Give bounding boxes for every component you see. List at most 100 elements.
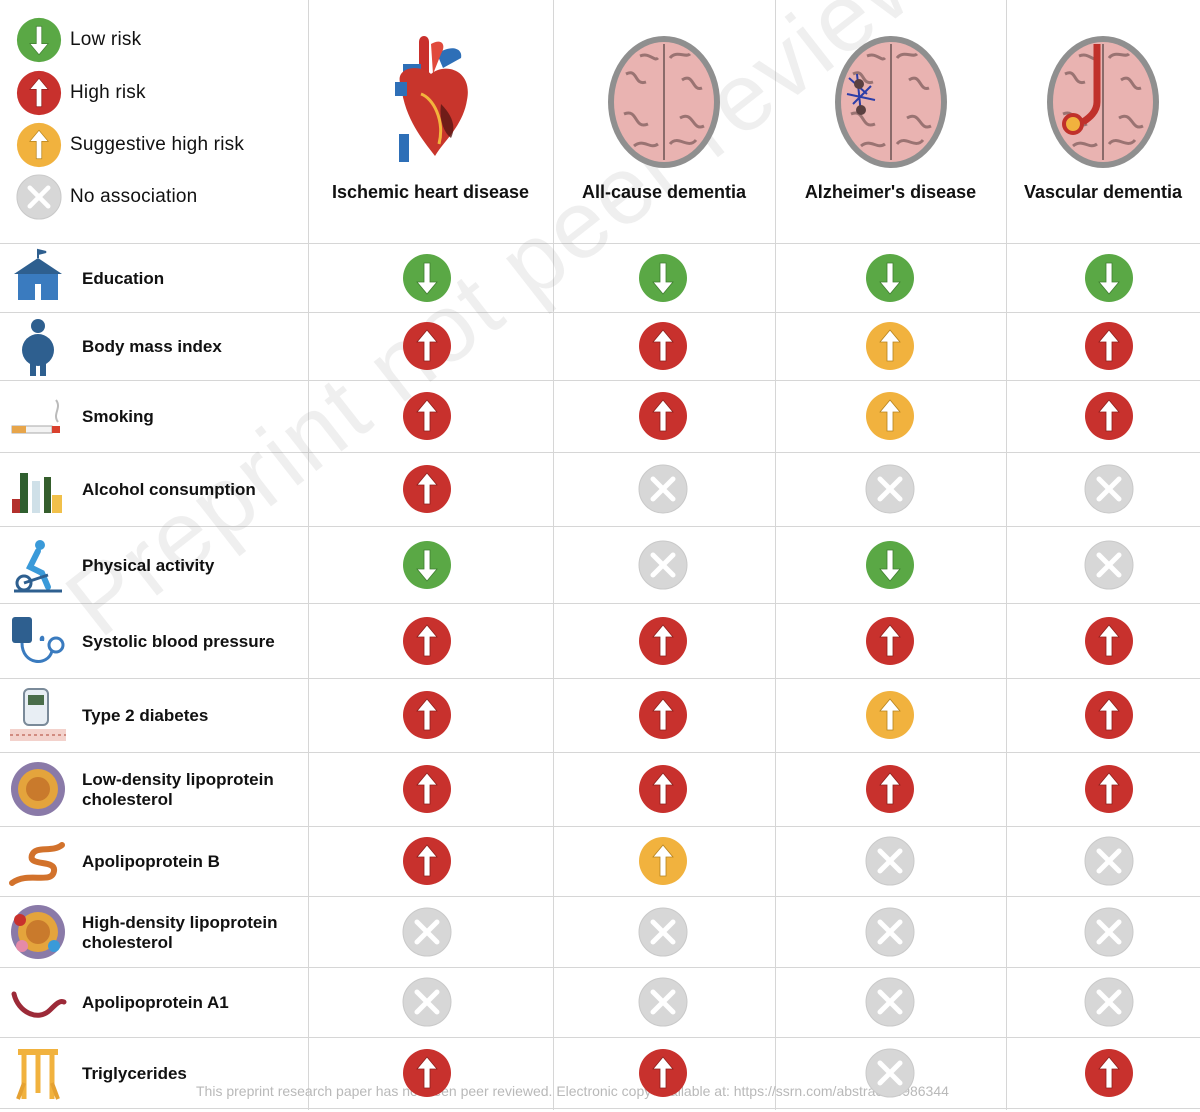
protein-ribbon-icon [8,831,68,891]
status-high-icon [1084,764,1134,814]
status-low-icon [865,540,915,590]
row-divider [0,752,1200,753]
factor-label: Apolipoprotein A1 [82,993,229,1012]
triglyceride-icon [8,1043,68,1103]
status-high-icon [865,764,915,814]
status-high-icon [402,764,452,814]
status-none-icon [865,836,915,886]
status-suggestive-icon [865,321,915,371]
disease-title: Alzheimer's disease [804,182,977,202]
status-none-icon [638,464,688,514]
status-high-icon [402,690,452,740]
protein-curve-icon [8,972,68,1032]
status-high-icon [638,391,688,441]
status-none-icon [402,977,452,1027]
status-low-icon [1084,253,1134,303]
disease-title: Ischemic heart disease [331,182,530,202]
glucose-meter-icon [8,685,68,745]
status-suggestive-icon [865,690,915,740]
factor-label: Education [82,268,165,288]
status-high-icon [638,1048,688,1098]
status-none-icon [865,977,915,1027]
row-divider [0,243,1200,244]
status-high-icon [638,616,688,666]
status-none-icon [865,907,915,957]
ldl-particle-icon [8,759,68,819]
legend-item-none: No association [16,174,197,220]
column-header-1: All-cause dementia [553,0,775,243]
disease-title: All-cause dementia [581,182,747,202]
factor-label: Alcohol consumption [82,480,256,499]
brain-plaques-icon [831,34,951,175]
brain-icon [604,34,724,175]
disease-title: Vascular dementia [1023,182,1183,202]
status-high-icon [402,1048,452,1098]
legend-label: Suggestive high risk [70,134,245,155]
status-low-icon [638,253,688,303]
row-divider [0,826,1200,827]
column-divider [308,0,309,1110]
legend-label: No association [70,186,198,207]
arrow-up-icon [16,70,62,116]
factor-label: Apolipoprotein B [82,852,220,871]
status-none-icon [638,907,688,957]
status-suggestive-icon [638,836,688,886]
row-divider [0,967,1200,968]
heart-icon [381,34,481,169]
status-none-icon [638,540,688,590]
factor-label: Low-density lipoprotein cholesterol [82,770,274,809]
brain-vessel-icon [1043,34,1163,175]
status-high-icon [638,321,688,371]
column-divider [775,0,776,1110]
factor-label: Triglycerides [82,1063,187,1083]
hdl-particle-icon [8,902,68,962]
row-divider [0,380,1200,381]
status-high-icon [402,464,452,514]
footer-notice: This preprint research paper has not bee… [196,1083,949,1099]
status-none-icon [1084,540,1134,590]
factor-label: Smoking [82,407,154,426]
status-high-icon [1084,616,1134,666]
status-high-icon [1084,391,1134,441]
row-divider [0,896,1200,897]
row-divider [0,312,1200,313]
status-none-icon [1084,836,1134,886]
status-none-icon [402,907,452,957]
status-low-icon [865,253,915,303]
status-high-icon [402,616,452,666]
status-high-icon [1084,1048,1134,1098]
legend-item-high: High risk [16,70,146,116]
cigarette-icon [8,386,68,446]
exercise-bike-icon [8,535,68,595]
row-divider [0,1037,1200,1038]
row-divider [0,452,1200,453]
status-high-icon [402,391,452,441]
column-header-3: Vascular dementia [1006,0,1200,243]
column-header-2: Alzheimer's disease [775,0,1006,243]
bottles-icon [8,459,68,519]
row-divider [0,678,1200,679]
factor-label: Body mass index [82,337,222,356]
status-high-icon [402,321,452,371]
factor-label: Type 2 diabetes [82,706,209,725]
factor-label: Physical activity [82,555,215,575]
school-icon [8,248,68,308]
cross-icon [16,174,62,220]
status-high-icon [638,764,688,814]
status-none-icon [1084,977,1134,1027]
status-suggestive-icon [865,391,915,441]
arrow-up-icon [16,122,62,168]
column-divider [553,0,554,1110]
status-high-icon [865,616,915,666]
factor-label: High-density lipoprotein cholesterol [82,912,278,952]
column-divider [1006,0,1007,1110]
status-none-icon [638,977,688,1027]
factor-label: Systolic blood pressure [82,631,275,651]
blood-pressure-icon [8,611,68,671]
legend-label: High risk [70,82,146,103]
arrow-down-icon [16,17,62,63]
status-high-icon [402,836,452,886]
column-header-0: Ischemic heart disease [308,0,553,243]
status-low-icon [402,253,452,303]
status-none-icon [1084,464,1134,514]
